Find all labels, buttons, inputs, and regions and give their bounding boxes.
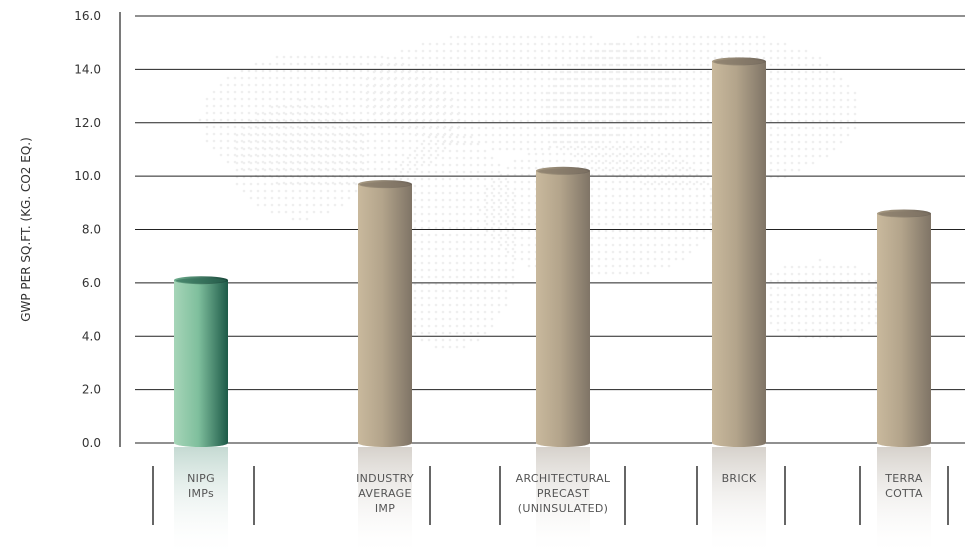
y-axis-ticks: 0.0 2.0 4.0 6.0 8.0 10.0 12.0 14.0 16.0	[74, 9, 101, 450]
world-map-background	[198, 35, 885, 349]
y-tick-label: 4.0	[82, 329, 101, 343]
y-tick-label: 14.0	[74, 62, 101, 76]
category-label: NIPG IMPs	[187, 472, 215, 500]
bar	[877, 209, 931, 557]
bar	[712, 57, 766, 557]
category-label: ARCHITECTURAL PRECAST (UNINSULATED)	[516, 472, 611, 515]
bar	[358, 180, 412, 557]
y-tick-label: 12.0	[74, 116, 101, 130]
y-tick-label: 6.0	[82, 276, 101, 290]
category-labels: NIPG IMPs INDUSTRY AVERAGE IMP ARCHITECTURAL P…	[152, 466, 949, 525]
category-label: INDUSTRY AVERAGE IMP	[356, 472, 414, 515]
y-tick-label: 10.0	[74, 169, 101, 183]
y-tick-label: 8.0	[82, 223, 101, 237]
bar	[536, 166, 590, 557]
category-label: TERRA COTTA	[884, 472, 923, 500]
y-tick-label: 16.0	[74, 9, 101, 23]
y-axis-label: GWP PER SQ.FT. (KG. CO2 EQ.)	[19, 137, 33, 322]
y-tick-label: 2.0	[82, 383, 101, 397]
bar	[174, 276, 228, 557]
bars	[174, 57, 931, 557]
category-label: BRICK	[722, 472, 757, 485]
y-tick-label: 0.0	[82, 436, 101, 450]
